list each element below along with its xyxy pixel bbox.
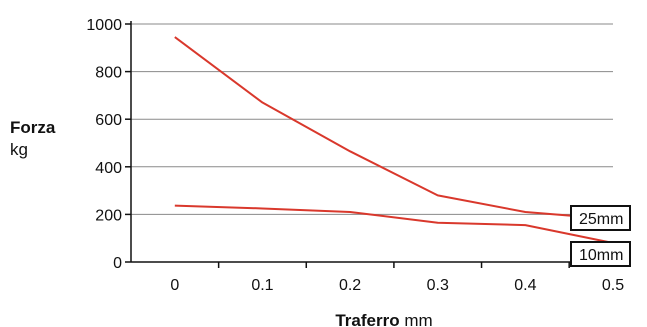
- y-tick-labels: 0 200 400 600 800 1000: [86, 17, 122, 272]
- x-axis-title: Traferro mm: [335, 311, 432, 327]
- y-tick-label: 400: [95, 160, 122, 177]
- x-tick-label: 0.3: [427, 277, 449, 294]
- series-label-10mm: 10mm: [579, 247, 623, 264]
- series-line-10mm: [174, 204, 614, 244]
- y-tick-label: 200: [95, 207, 122, 224]
- x-tick-label: 0.5: [602, 277, 624, 294]
- series-label-box-10mm: [570, 241, 631, 267]
- y-tick-label: 600: [95, 112, 122, 129]
- y-axis-title: Forza: [10, 118, 56, 137]
- x-tick-label: 0: [170, 277, 179, 294]
- gridlines: [131, 23, 613, 215]
- series-lines: [174, 36, 614, 244]
- x-tick-label: 0.2: [339, 277, 361, 294]
- axes: [125, 21, 613, 268]
- x-axis-title-bold: Traferro: [335, 311, 399, 327]
- series-label-box-25mm: [570, 205, 631, 231]
- y-tick-label: 800: [95, 65, 122, 82]
- series-label-25mm: 25mm: [579, 211, 623, 228]
- x-tick-label: 0.1: [251, 277, 273, 294]
- y-axis-unit: kg: [10, 140, 28, 159]
- x-axis-title-unit: mm: [404, 311, 432, 327]
- x-tick-label: 0.4: [514, 277, 536, 294]
- x-tick-labels: 0 0.1 0.2 0.3 0.4 0.5: [170, 277, 624, 294]
- y-tick-label: 1000: [86, 17, 122, 34]
- y-tick-label: 0: [113, 255, 122, 272]
- series-labels: 25mm 10mm: [570, 205, 631, 267]
- series-line-25mm: [174, 36, 614, 221]
